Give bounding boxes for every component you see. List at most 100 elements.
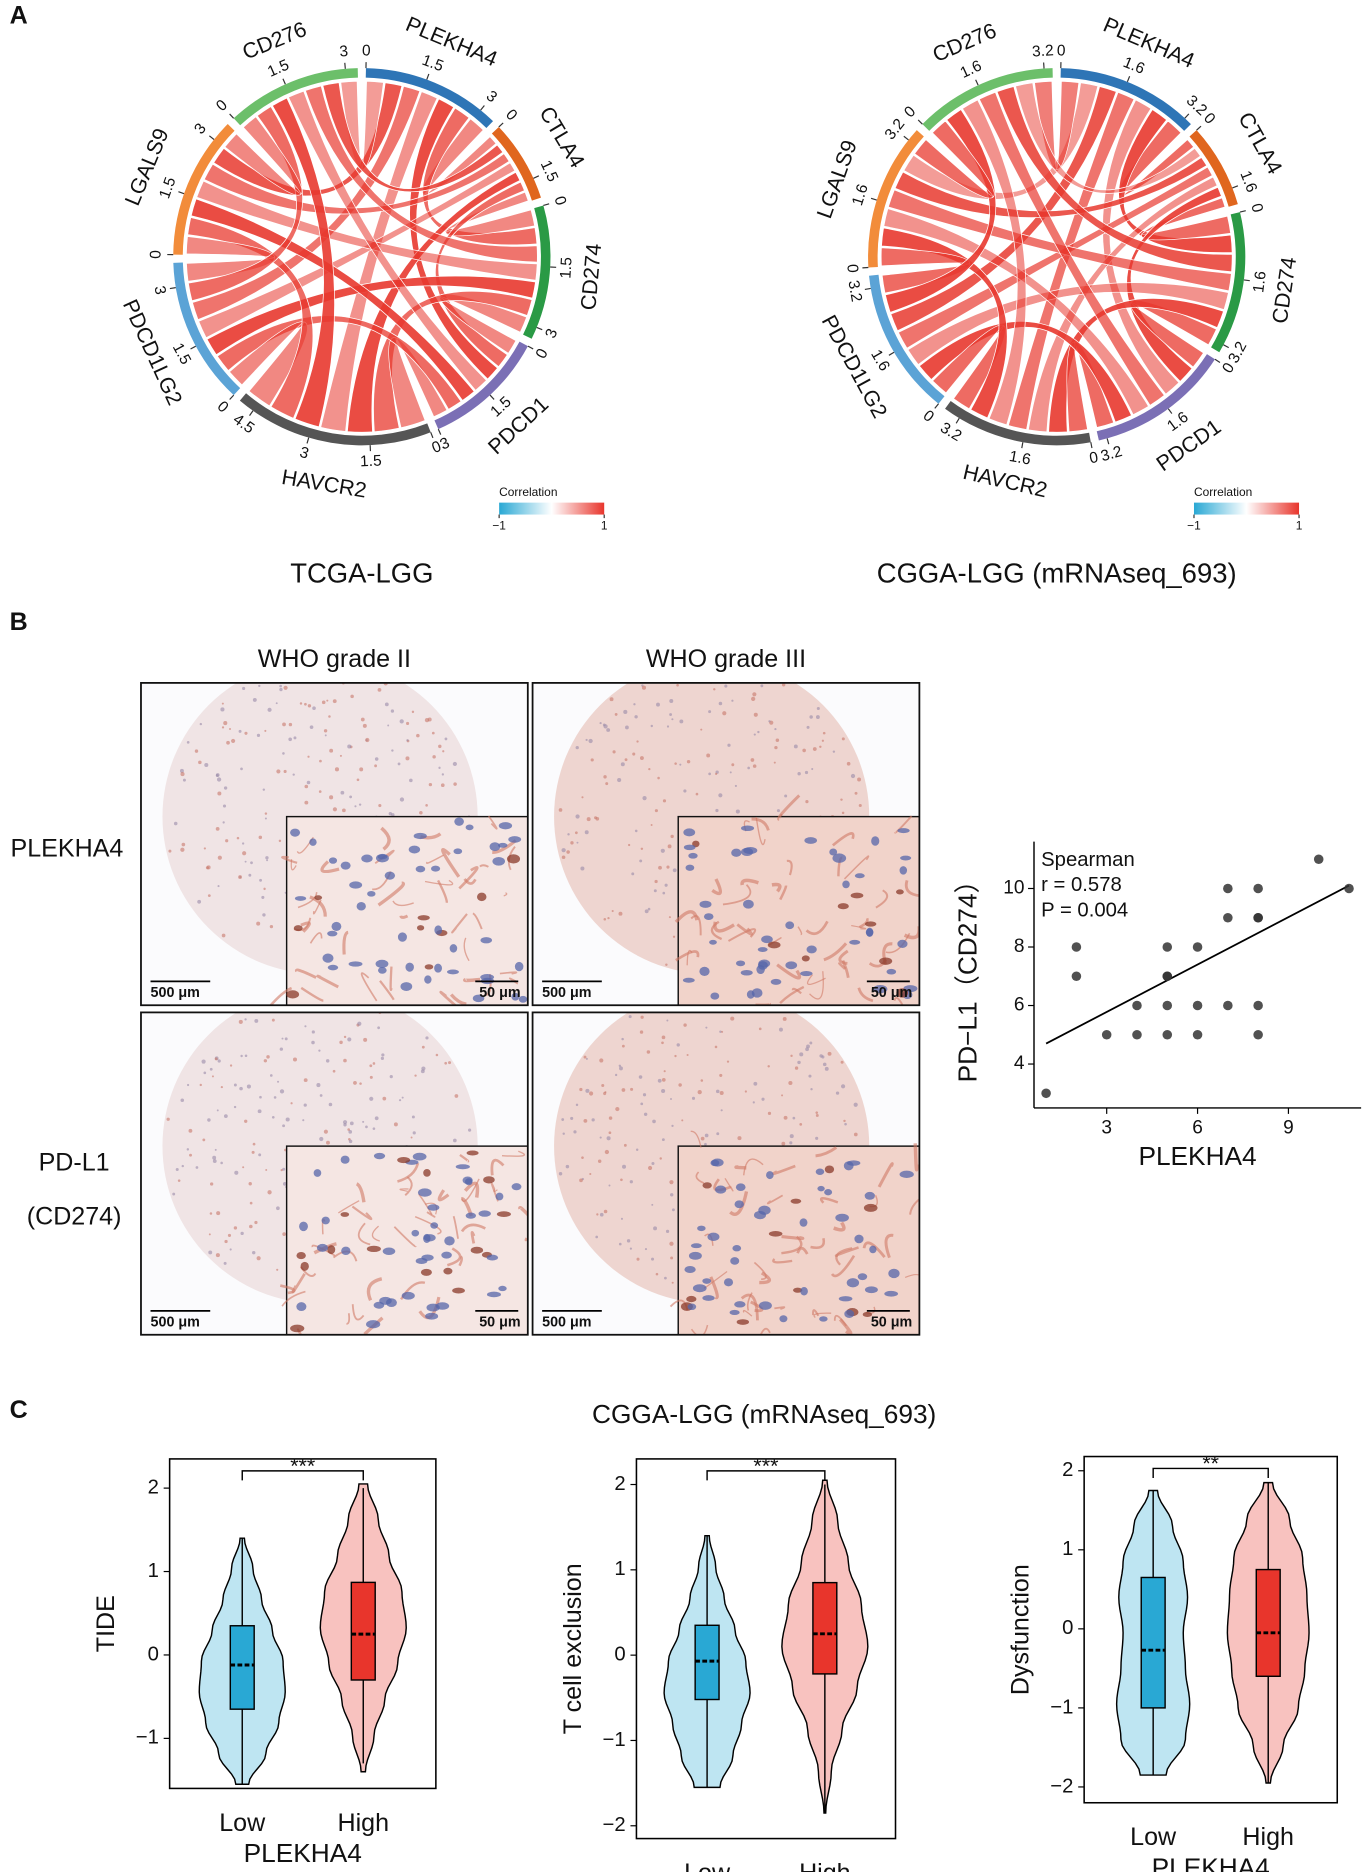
speck [372, 1062, 376, 1065]
stain-strand [904, 879, 920, 898]
sector-tick [864, 287, 871, 291]
speck [609, 697, 614, 702]
speck [815, 1114, 819, 1117]
speck [719, 1073, 723, 1077]
speck [605, 782, 609, 786]
speck [642, 1093, 647, 1097]
speck [816, 706, 820, 711]
speck [726, 1060, 730, 1063]
nucleus [824, 1165, 835, 1174]
speck [623, 709, 628, 715]
stain-strand [823, 942, 848, 962]
speck [399, 719, 404, 724]
stain-strand [843, 855, 870, 880]
speck [603, 1209, 608, 1214]
speck [805, 800, 809, 804]
stain-strand [342, 930, 349, 955]
speck [347, 744, 352, 749]
stain-strand [781, 1234, 805, 1241]
speck [229, 727, 232, 730]
speck [221, 726, 225, 729]
nucleus [341, 1246, 351, 1256]
chord [897, 166, 1213, 349]
speck [340, 790, 345, 795]
speck [207, 894, 211, 898]
speck [283, 769, 287, 773]
speck [674, 762, 677, 765]
speck [752, 764, 757, 768]
nucleus [846, 1160, 861, 1166]
point [1132, 1030, 1142, 1040]
nucleus [829, 848, 838, 856]
speck [168, 849, 172, 853]
speck [223, 1261, 227, 1265]
speck [686, 1053, 689, 1057]
speck [655, 1272, 659, 1276]
stain-strand [832, 832, 855, 847]
point [1101, 1030, 1112, 1040]
speck [789, 1134, 794, 1139]
stain-strand [472, 912, 483, 930]
speck [843, 1119, 846, 1123]
sector-tick-label: 1.5 [420, 52, 446, 75]
nucleus [897, 939, 908, 948]
nucleus [373, 1301, 385, 1309]
speck [299, 702, 303, 705]
speck [411, 1115, 415, 1119]
speck [580, 866, 585, 871]
speck [639, 1030, 644, 1034]
point [1223, 1000, 1233, 1011]
speck [775, 738, 780, 743]
nucleus [900, 855, 912, 861]
y-tick-label: −1 [136, 1727, 159, 1749]
speck [414, 1074, 417, 1077]
sector-tick [1184, 113, 1190, 119]
speck [328, 715, 331, 718]
speck [840, 798, 843, 801]
chord [996, 86, 1233, 273]
speck [608, 1116, 613, 1120]
sector-arc [434, 341, 528, 430]
stain-strand [389, 966, 393, 991]
speck [421, 1045, 425, 1049]
speck [279, 684, 282, 688]
speck [279, 1047, 284, 1051]
speck [809, 715, 813, 719]
y-tick-label: 0 [1062, 1617, 1073, 1639]
speck [624, 758, 628, 762]
speck [234, 1170, 239, 1175]
sector-arc [945, 401, 1091, 446]
stain-strand [736, 923, 753, 936]
chord [198, 162, 516, 339]
nucleus [449, 944, 458, 953]
speck [215, 1253, 220, 1258]
speck [282, 752, 285, 755]
y-axis-label: PD−L1（CD274） [952, 867, 982, 1082]
y-tick-label: 2 [1062, 1459, 1073, 1481]
nucleus [702, 1295, 715, 1301]
y-tick-label: 6 [1014, 995, 1025, 1016]
speck [570, 1116, 574, 1120]
speck [653, 1226, 658, 1231]
speck [812, 747, 817, 751]
speck [642, 796, 647, 801]
speck [666, 725, 670, 728]
chord [978, 91, 1165, 406]
x-tick-label: 3 [1101, 1117, 1112, 1138]
speck [409, 778, 413, 783]
stain-strand [711, 878, 722, 896]
speck [166, 1117, 170, 1121]
speck [347, 1037, 352, 1042]
speck [561, 1118, 565, 1121]
speck [579, 1087, 583, 1092]
sector-tick [527, 345, 534, 350]
speck [622, 1164, 627, 1169]
speck [618, 911, 623, 916]
nucleus [361, 854, 373, 863]
speck [753, 1081, 758, 1086]
stain-strand [441, 848, 461, 878]
speck [669, 1241, 674, 1246]
nucleus [804, 837, 818, 844]
speck [669, 713, 673, 716]
nucleus [327, 930, 338, 937]
